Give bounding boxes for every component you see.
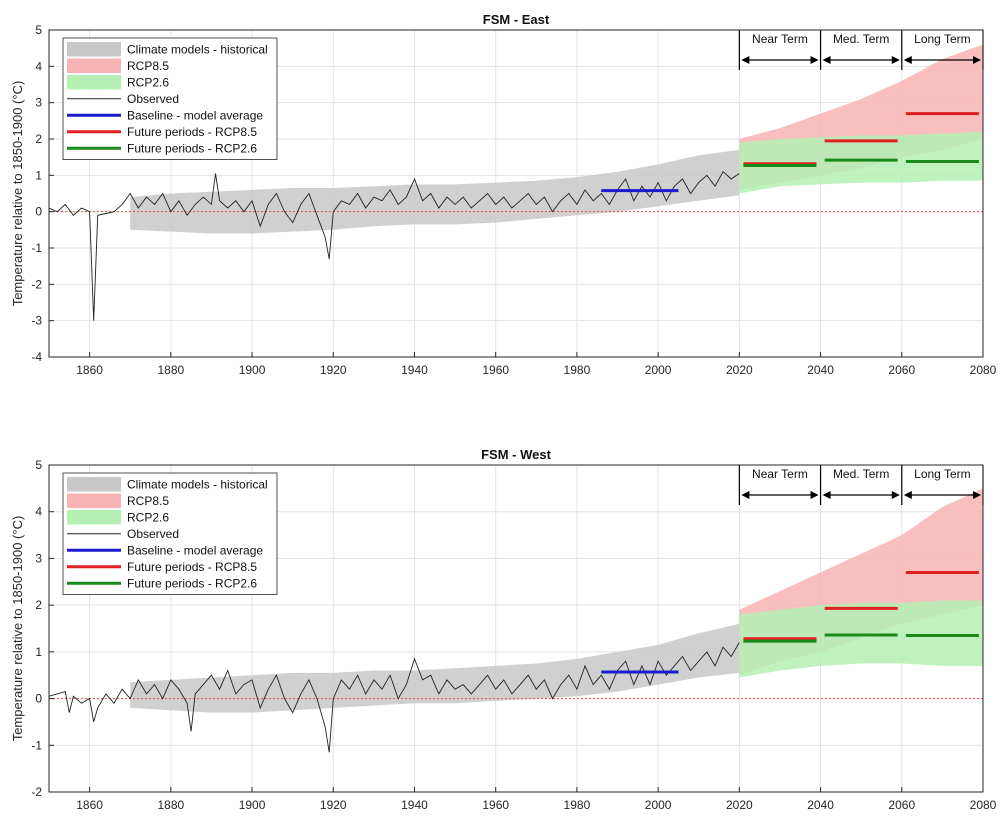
y-tick-label: 5 [35, 23, 42, 37]
legend-label: Observed [127, 92, 179, 106]
x-tick-label: 1940 [401, 363, 428, 377]
y-tick-label: 4 [35, 59, 42, 73]
x-tick-label: 2000 [645, 363, 672, 377]
chart-fsm-west: Near Term Med. Term Long Term 1860 1880 1900 1… [10, 447, 997, 812]
legend-label: Future periods - RCP2.6 [127, 141, 257, 155]
period-arrow-head-left [741, 491, 750, 499]
x-tick-label: 1880 [157, 798, 184, 812]
period-label: Long Term [914, 32, 970, 46]
y-tick-label: 2 [35, 132, 42, 146]
legend-swatch [67, 477, 121, 492]
x-tick-label: 1920 [320, 798, 347, 812]
y-tick-label: -3 [31, 314, 42, 328]
x-tick-label: 2020 [726, 798, 753, 812]
x-tick-label: 1960 [482, 798, 509, 812]
period-label: Med. Term [833, 467, 889, 481]
legend-label: RCP2.6 [127, 510, 169, 524]
axes-frame [48, 464, 984, 793]
x-tick-label: 2000 [645, 798, 672, 812]
y-tick-label: 4 [35, 505, 42, 519]
period-label: Long Term [914, 467, 970, 481]
legend-label: Baseline - model average [127, 543, 263, 557]
period-arrow-head-right [973, 56, 981, 64]
y-tick-label: -1 [31, 738, 42, 752]
y-axis-label: Temperature relative to 1850-1900 (°C) [10, 516, 25, 742]
y-tick-label: 0 [35, 205, 42, 219]
legend-label: Future periods - RCP8.5 [127, 560, 257, 574]
y-tick-label: 3 [35, 96, 42, 110]
legend-label: Future periods - RCP2.6 [127, 576, 257, 590]
y-axis-label: Temperature relative to 1850-1900 (°C) [10, 81, 25, 307]
period-arrow-head-left [822, 56, 831, 64]
y-tick-label: -4 [31, 350, 42, 364]
y-tick-label: -1 [31, 241, 42, 255]
x-tick-label: 2060 [888, 363, 915, 377]
legend-label: RCP2.6 [127, 75, 169, 89]
period-arrow-head-left [903, 491, 912, 499]
period-arrow-head-right [973, 491, 981, 499]
period-label: Near Term [752, 32, 808, 46]
x-tick-label: 1860 [76, 798, 103, 812]
observed-line [48, 642, 740, 753]
period-arrow-head-right [891, 491, 900, 499]
period-arrow-head-right [810, 56, 819, 64]
historical-band [130, 149, 740, 234]
axes-frame [48, 29, 984, 358]
legend-label: Climate models - historical [127, 42, 268, 56]
y-tick-label: 1 [35, 168, 42, 182]
y-tick-label: -2 [31, 785, 42, 799]
x-tick-label: 1880 [157, 363, 184, 377]
legend-swatch [67, 75, 121, 90]
legend-swatch [67, 42, 121, 57]
period-arrow-head-right [810, 491, 819, 499]
observed-line [48, 170, 740, 321]
x-tick-label: 1920 [320, 363, 347, 377]
x-tick-label: 2080 [970, 363, 997, 377]
chart-fsm-east: Near Term Med. Term Long Term 1860 1880 1900 1… [10, 12, 997, 377]
x-tick-label: 2040 [807, 798, 834, 812]
x-tick-label: 1960 [482, 363, 509, 377]
x-tick-label: 1980 [564, 363, 591, 377]
period-arrow-head-left [822, 491, 831, 499]
y-tick-label: 1 [35, 645, 42, 659]
rcp26-band [739, 600, 983, 678]
chart-title: FSM - East [483, 12, 550, 27]
x-tick-label: 2060 [888, 798, 915, 812]
chart-title: FSM - West [481, 447, 551, 462]
x-tick-label: 1900 [239, 798, 266, 812]
legend-label: Baseline - model average [127, 108, 263, 122]
y-tick-label: 2 [35, 598, 42, 612]
x-tick-label: 1940 [401, 798, 428, 812]
legend-label: Observed [127, 527, 179, 541]
period-label: Med. Term [833, 32, 889, 46]
legend-label: Future periods - RCP8.5 [127, 125, 257, 139]
legend-label: RCP8.5 [127, 494, 169, 508]
rcp26-band [739, 131, 983, 194]
period-arrow-head-left [741, 56, 750, 64]
period-arrow-head-left [903, 56, 912, 64]
period-arrow-head-right [891, 56, 900, 64]
historical-band [130, 623, 740, 713]
x-tick-label: 2020 [726, 363, 753, 377]
x-tick-label: 1860 [76, 363, 103, 377]
legend-swatch [67, 58, 121, 73]
legend-label: RCP8.5 [127, 59, 169, 73]
x-tick-label: 1980 [564, 798, 591, 812]
x-tick-label: 2040 [807, 363, 834, 377]
y-tick-label: -2 [31, 277, 42, 291]
y-tick-label: 3 [35, 551, 42, 565]
x-tick-label: 2080 [970, 798, 997, 812]
legend-label: Climate models - historical [127, 477, 268, 491]
x-tick-label: 1900 [239, 363, 266, 377]
legend-swatch [67, 510, 121, 525]
legend-swatch [67, 493, 121, 508]
y-tick-label: 5 [35, 458, 42, 472]
period-label: Near Term [752, 467, 808, 481]
y-tick-label: 0 [35, 692, 42, 706]
